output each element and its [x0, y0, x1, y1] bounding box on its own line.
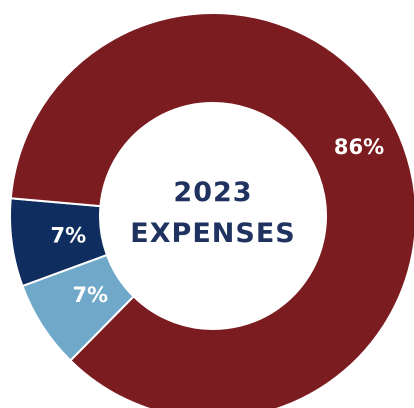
donut-slices [9, 12, 414, 408]
slice-86-pct-0 [9, 12, 414, 408]
slice-label-2: 7% [50, 223, 86, 247]
slice-label-0: 86% [334, 135, 384, 159]
chart-title-year: 2023 [173, 177, 252, 208]
slice-labels: 7% 7% 86% [50, 135, 384, 307]
chart-title-expenses: EXPENSES [130, 218, 295, 249]
slice-label-1: 7% [72, 283, 108, 307]
